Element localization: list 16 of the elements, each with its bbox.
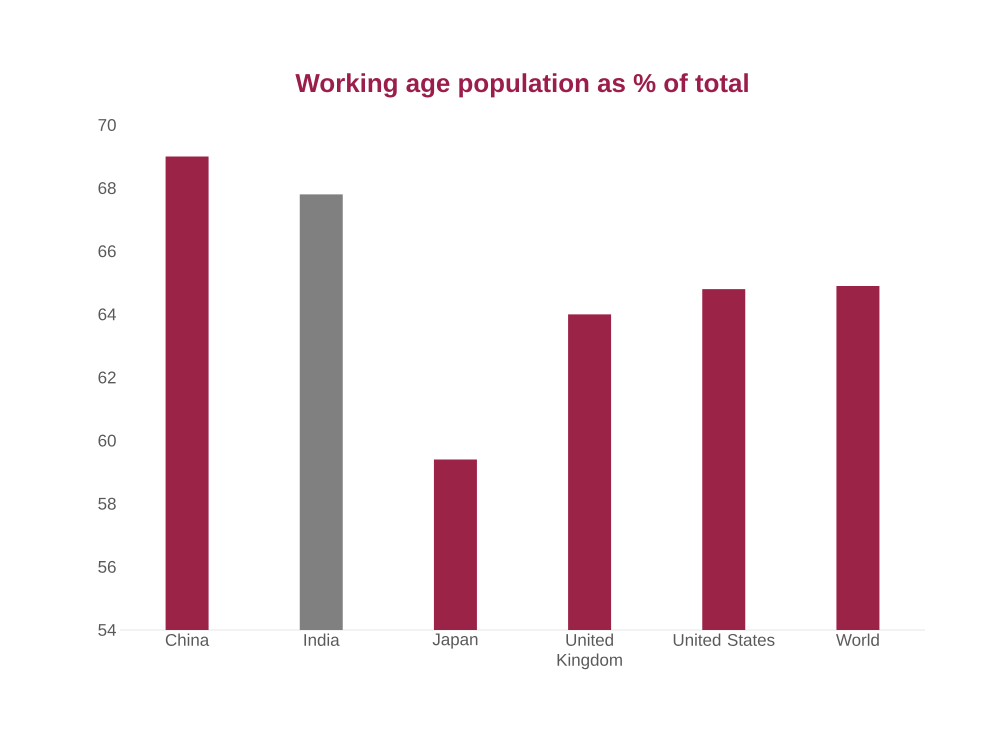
y-tick-label: 70: [98, 118, 116, 131]
y-tick-label: 64: [98, 308, 116, 320]
y-tick-label: 58: [98, 498, 116, 510]
y-tick-label: 62: [98, 372, 116, 384]
y-tick-label: 68: [98, 182, 116, 194]
x-tick-label: United States: [674, 634, 774, 646]
y-tick-label: 56: [98, 560, 116, 573]
x-tick-label: World: [836, 634, 879, 646]
x-tick-label: China: [166, 634, 210, 646]
chart-title: Working age population as % of total: [295, 73, 748, 98]
x-tick-label: United Kingdom: [558, 634, 622, 670]
x-tick-label: India: [304, 634, 340, 646]
y-tick-label: 60: [98, 434, 116, 447]
y-tick-label: 66: [98, 245, 116, 258]
y-tick-label: 54: [98, 624, 116, 636]
x-tick-label: Japan: [432, 634, 478, 649]
